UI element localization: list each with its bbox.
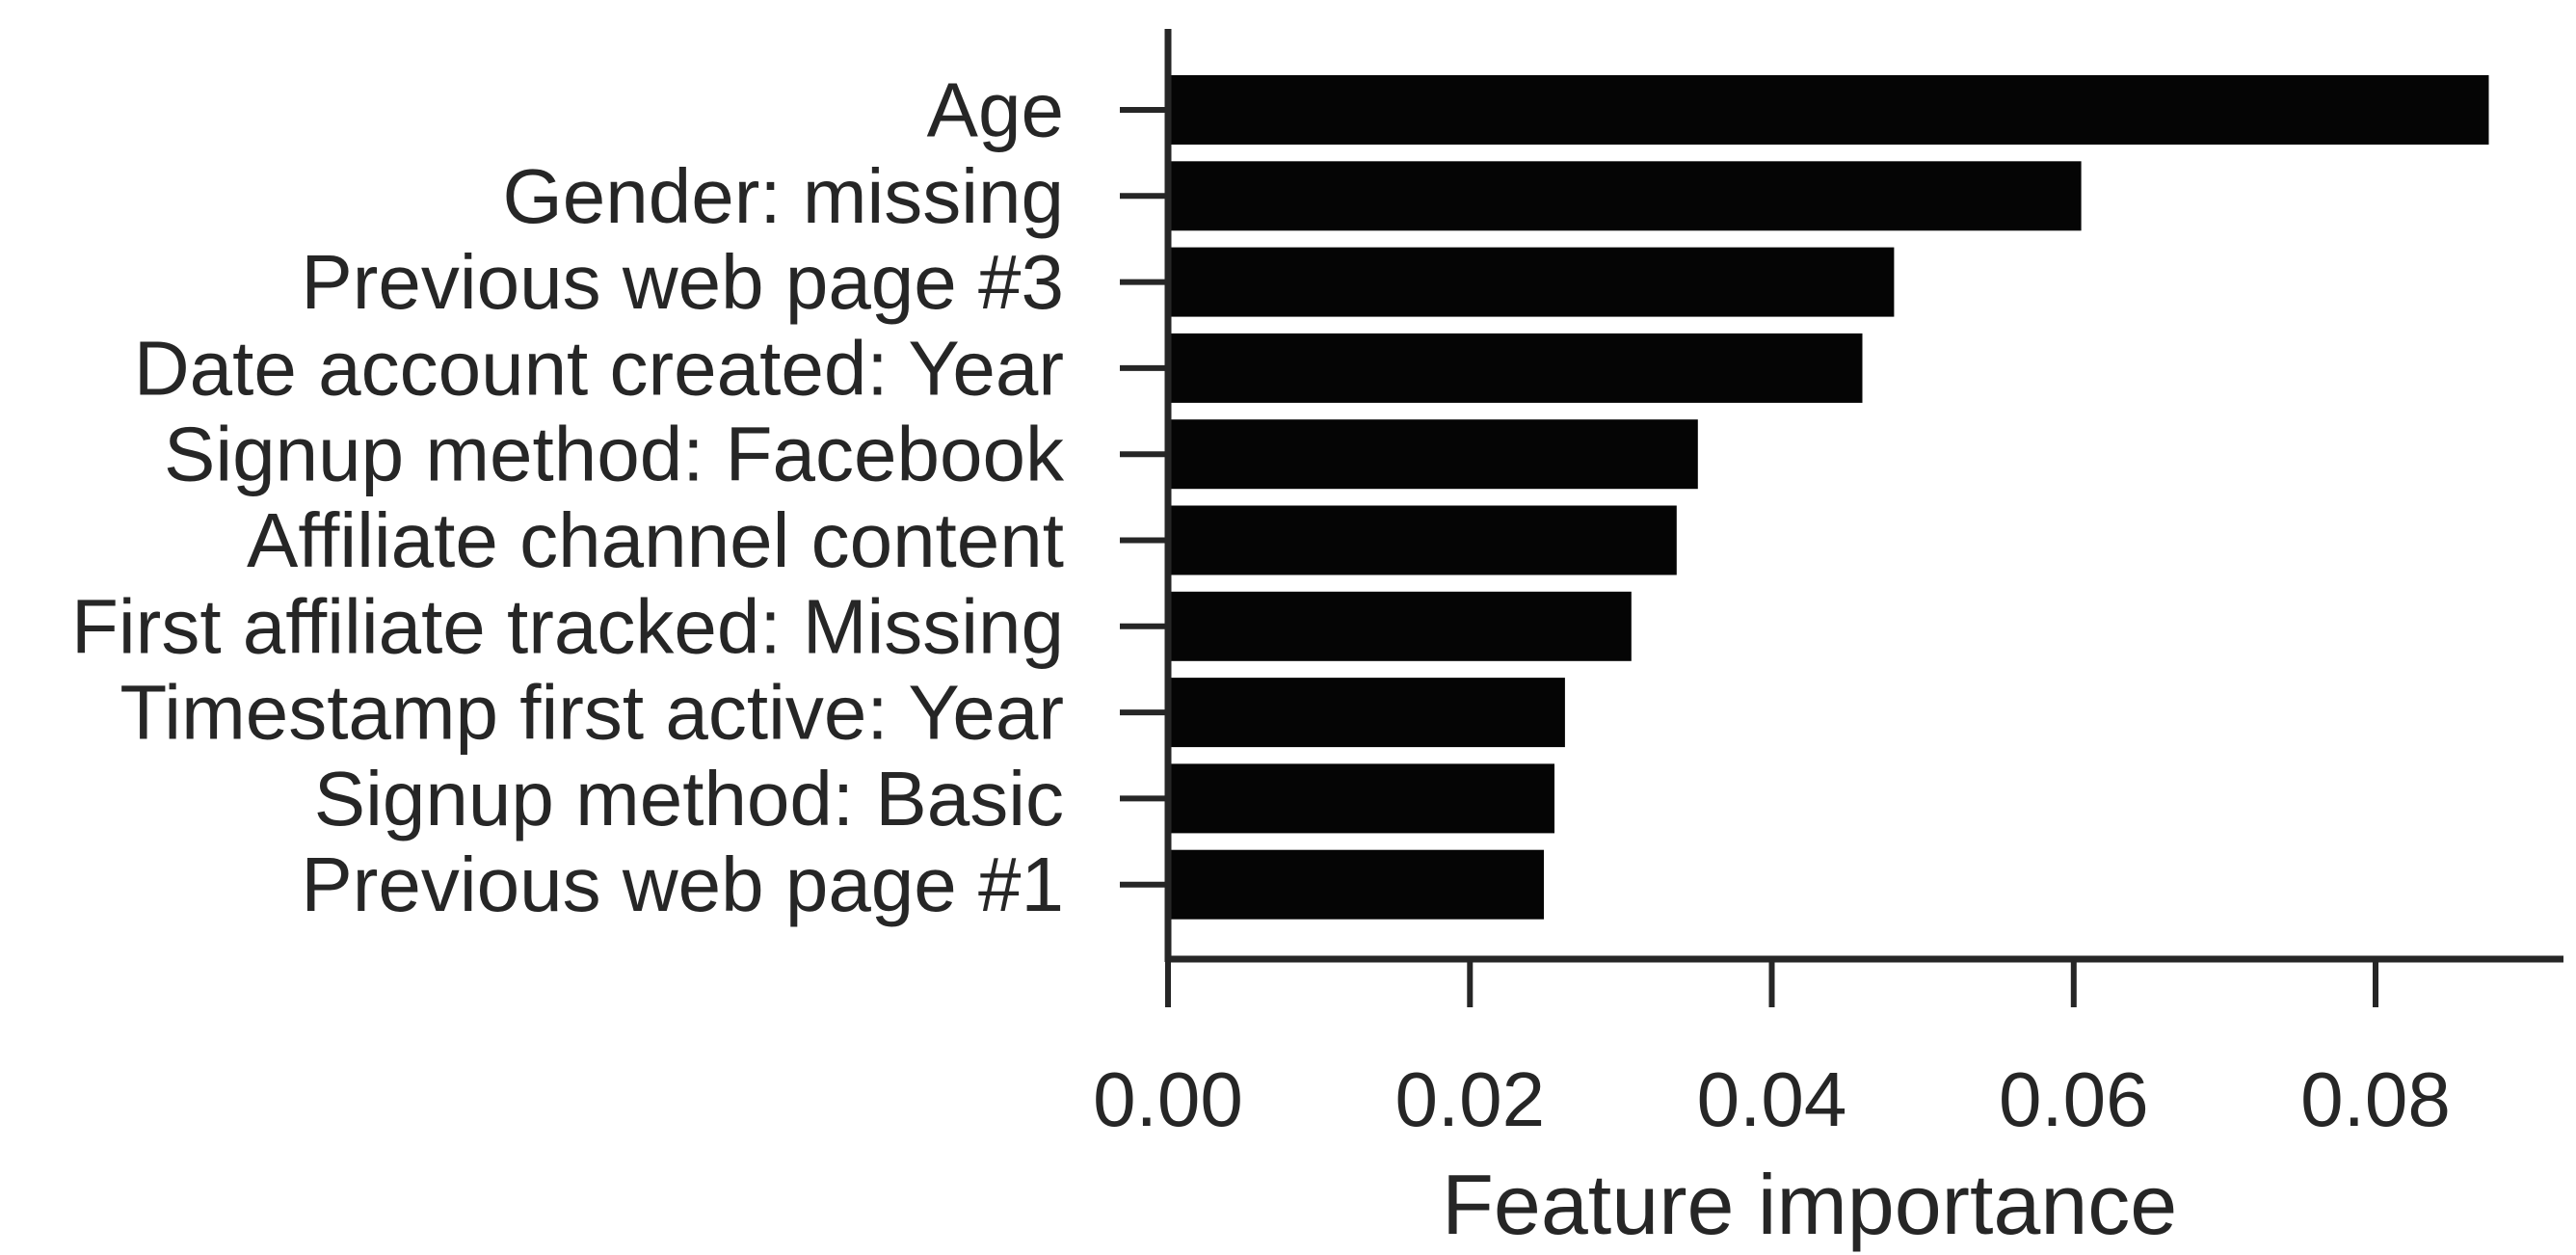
bar-8 (1168, 678, 1565, 748)
category-label: Affiliate channel content (247, 497, 1064, 583)
category-label: Date account created: Year (134, 325, 1064, 411)
x-tick-label: 0.08 (2300, 1056, 2451, 1142)
category-label: Gender: missing (503, 153, 1064, 239)
x-tick-label: 0.04 (1697, 1056, 1847, 1142)
category-label: Previous web page #3 (301, 239, 1064, 325)
category-label: Signup method: Basic (314, 756, 1064, 841)
x-tick-label: 0.02 (1394, 1056, 1545, 1142)
bar-6 (1168, 505, 1677, 575)
x-tick-marks (1165, 959, 2378, 1007)
x-tick-label: 0.06 (1999, 1056, 2149, 1142)
bar-2 (1168, 161, 2082, 231)
category-label: Age (927, 67, 1064, 153)
x-axis-title: Feature importance (1442, 1157, 2177, 1252)
bar-3 (1168, 247, 1895, 317)
category-label: Previous web page #1 (301, 841, 1064, 927)
x-tick-label: 0.00 (1093, 1056, 1243, 1142)
x-tick-labels: 0.00 0.02 0.04 0.06 0.08 (1093, 1056, 2451, 1142)
bar-4 (1168, 333, 1863, 403)
y-tick-marks (1120, 107, 1168, 888)
category-label: First affiliate tracked: Missing (71, 583, 1064, 669)
bar-10 (1168, 849, 1544, 920)
category-label: Signup method: Facebook (164, 412, 1065, 497)
bar-5 (1168, 419, 1698, 490)
bar-9 (1168, 763, 1554, 834)
bars-group (1168, 75, 2489, 920)
bar-1 (1168, 75, 2489, 145)
category-label: Timestamp first active: Year (120, 670, 1064, 756)
bar-7 (1168, 591, 1632, 661)
